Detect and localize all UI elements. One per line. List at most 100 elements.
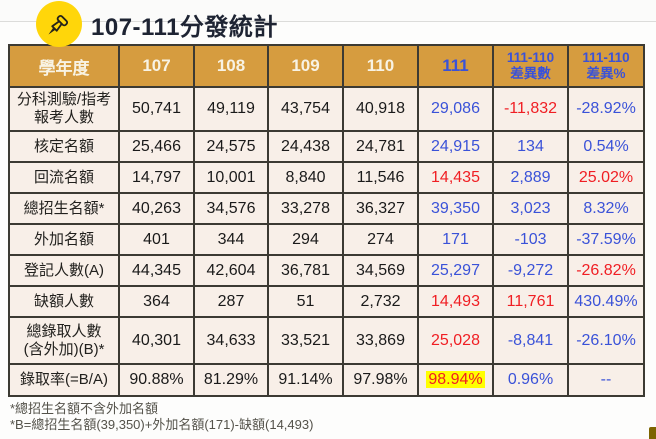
top-decorative-band bbox=[0, 0, 656, 21]
col-header-109: 109 bbox=[267, 44, 344, 88]
table-row: 錄取率(=B/A) 90.88% 81.29% 91.14% 97.98% 98… bbox=[8, 363, 645, 397]
table-cell: 97.98% bbox=[342, 363, 419, 397]
table-cell: 39,350 bbox=[417, 192, 494, 225]
table-row: 回流名額 14,797 10,001 8,840 11,546 14,435 2… bbox=[8, 161, 645, 194]
row-label: 缺額人數 bbox=[8, 285, 120, 318]
page-title: 107-111分發統計 bbox=[91, 13, 278, 41]
table-cell: 33,869 bbox=[342, 316, 419, 365]
table-row: 分科測驗/指考 報考人數 50,741 49,119 43,754 40,918… bbox=[8, 86, 645, 132]
highlighted-value: 98.94% bbox=[426, 371, 485, 388]
table-cell: 24,915 bbox=[417, 130, 494, 163]
table-cell: 34,576 bbox=[193, 192, 269, 225]
table-row: 總招生名額* 40,263 34,576 33,278 36,327 39,35… bbox=[8, 192, 645, 225]
table-row: 總錄取人數 (含外加)(B)* 40,301 34,633 33,521 33,… bbox=[8, 316, 645, 365]
pushpin-icon bbox=[36, 1, 82, 47]
table-cell: -8,841 bbox=[492, 316, 569, 365]
table-cell: 90.88% bbox=[118, 363, 195, 397]
row-label: 總招生名額* bbox=[8, 192, 120, 225]
table-cell: -11,832 bbox=[492, 86, 569, 132]
table-cell: 287 bbox=[193, 285, 269, 318]
top-divider-line bbox=[0, 21, 656, 22]
table-cell: 0.96% bbox=[492, 363, 569, 397]
table-cell: 81.29% bbox=[193, 363, 269, 397]
table-cell: -26.10% bbox=[567, 316, 645, 365]
table-cell: 34,569 bbox=[342, 254, 419, 287]
table-cell: -- bbox=[567, 363, 645, 397]
table-cell: 34,633 bbox=[193, 316, 269, 365]
table-cell: 2,732 bbox=[342, 285, 419, 318]
table-cell: 24,781 bbox=[342, 130, 419, 163]
col-header-107: 107 bbox=[118, 44, 195, 88]
header-row: 學年度 107 108 109 110 111 111-110 差異數 111-… bbox=[8, 44, 645, 88]
table-cell: -28.92% bbox=[567, 86, 645, 132]
page-number-fragment bbox=[649, 427, 656, 439]
table-cell: 25,297 bbox=[417, 254, 494, 287]
table-cell: 8.32% bbox=[567, 192, 645, 225]
table-cell: 40,263 bbox=[118, 192, 195, 225]
table-cell: 25,028 bbox=[417, 316, 494, 365]
table-row: 登記人數(A) 44,345 42,604 36,781 34,569 25,2… bbox=[8, 254, 645, 287]
table-cell: 44,345 bbox=[118, 254, 195, 287]
table-cell: 8,840 bbox=[267, 161, 344, 194]
table-cell: 401 bbox=[118, 223, 195, 256]
table-cell: 11,546 bbox=[342, 161, 419, 194]
table-cell: 14,493 bbox=[417, 285, 494, 318]
table-cell: 49,119 bbox=[193, 86, 269, 132]
table-cell: 51 bbox=[267, 285, 344, 318]
col-header-diff-count: 111-110 差異數 bbox=[492, 44, 569, 88]
table-cell: 91.14% bbox=[267, 363, 344, 397]
table-cell: 33,278 bbox=[267, 192, 344, 225]
table-cell: 24,575 bbox=[193, 130, 269, 163]
table-cell: -26.82% bbox=[567, 254, 645, 287]
table-cell: 0.54% bbox=[567, 130, 645, 163]
col-header-111: 111 bbox=[417, 44, 494, 88]
table-cell: 294 bbox=[267, 223, 344, 256]
table-cell: 274 bbox=[342, 223, 419, 256]
table-cell: 430.49% bbox=[567, 285, 645, 318]
col-header-108: 108 bbox=[193, 44, 269, 88]
table-cell: -37.59% bbox=[567, 223, 645, 256]
footnote-line: *總招生名額不含外加名額 bbox=[10, 401, 159, 416]
table-cell: 10,001 bbox=[193, 161, 269, 194]
table-cell: 364 bbox=[118, 285, 195, 318]
row-label: 分科測驗/指考 報考人數 bbox=[8, 86, 120, 132]
table-cell: 29,086 bbox=[417, 86, 494, 132]
table-cell: 43,754 bbox=[267, 86, 344, 132]
row-label: 回流名額 bbox=[8, 161, 120, 194]
table-cell: 3,023 bbox=[492, 192, 569, 225]
table-cell: 33,521 bbox=[267, 316, 344, 365]
table-cell: 50,741 bbox=[118, 86, 195, 132]
table-cell: -9,272 bbox=[492, 254, 569, 287]
row-label: 錄取率(=B/A) bbox=[8, 363, 120, 397]
table-cell: 24,438 bbox=[267, 130, 344, 163]
table-cell: 36,327 bbox=[342, 192, 419, 225]
row-label: 核定名額 bbox=[8, 130, 120, 163]
table-cell: 14,797 bbox=[118, 161, 195, 194]
row-label: 外加名額 bbox=[8, 223, 120, 256]
row-label: 總錄取人數 (含外加)(B)* bbox=[8, 316, 120, 365]
table-cell: -103 bbox=[492, 223, 569, 256]
footnote-line: *B=總招生名額(39,350)+外加名額(171)-缺額(14,493) bbox=[10, 417, 314, 432]
title-block: 107-111分發統計 bbox=[36, 0, 278, 48]
table-cell: 171 bbox=[417, 223, 494, 256]
col-header-year: 學年度 bbox=[8, 44, 120, 88]
table-cell: 2,889 bbox=[492, 161, 569, 194]
table-row: 核定名額 25,466 24,575 24,438 24,781 24,915 … bbox=[8, 130, 645, 163]
table-cell: 344 bbox=[193, 223, 269, 256]
table-cell: 40,301 bbox=[118, 316, 195, 365]
table-row: 缺額人數 364 287 51 2,732 14,493 11,761 430.… bbox=[8, 285, 645, 318]
table-cell: 40,918 bbox=[342, 86, 419, 132]
table-row: 外加名額 401 344 294 274 171 -103 -37.59% bbox=[8, 223, 645, 256]
table-cell: 14,435 bbox=[417, 161, 494, 194]
table-cell: 134 bbox=[492, 130, 569, 163]
stats-table: 學年度 107 108 109 110 111 111-110 差異數 111-… bbox=[8, 44, 645, 397]
table-cell: 36,781 bbox=[267, 254, 344, 287]
table-cell: 25,466 bbox=[118, 130, 195, 163]
table-cell: 25.02% bbox=[567, 161, 645, 194]
row-label: 登記人數(A) bbox=[8, 254, 120, 287]
table-cell: 11,761 bbox=[492, 285, 569, 318]
col-header-110: 110 bbox=[342, 44, 419, 88]
table-cell-highlighted: 98.94% bbox=[417, 363, 494, 397]
table-cell: 42,604 bbox=[193, 254, 269, 287]
footnotes: *總招生名額不含外加名額 *B=總招生名額(39,350)+外加名額(171)-… bbox=[10, 401, 313, 433]
